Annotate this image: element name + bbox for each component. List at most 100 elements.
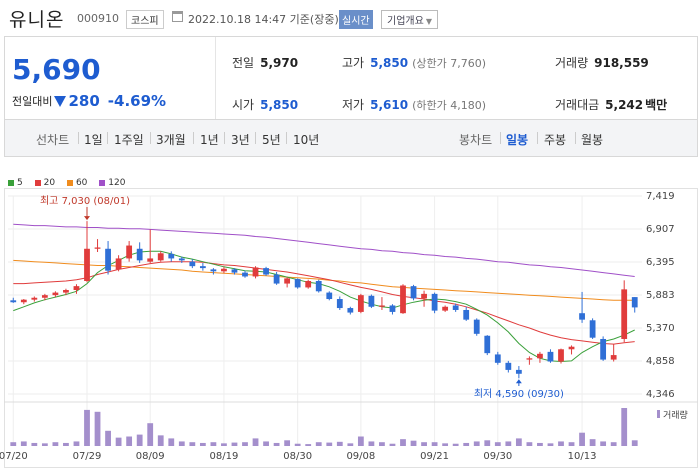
volume-bar	[284, 440, 291, 446]
candle-body	[515, 369, 522, 374]
stock-code: 000910	[77, 12, 119, 25]
volume-bar	[105, 430, 111, 446]
y-tick-label: 5,883	[646, 290, 675, 301]
volume-bar	[537, 442, 543, 446]
volume-bar	[10, 442, 17, 446]
divider	[215, 37, 216, 119]
down-triangle-icon	[54, 95, 67, 107]
x-tick-label: 08/19	[210, 451, 239, 462]
volume-bar	[336, 441, 343, 446]
volume-bar	[568, 442, 575, 446]
candle-body	[20, 299, 27, 303]
period-3y-button[interactable]: 3년	[231, 133, 250, 147]
volume-bar	[94, 411, 101, 446]
candle-body	[379, 305, 385, 307]
volume-bar	[379, 442, 385, 446]
candle-body	[10, 300, 17, 303]
candle-body	[168, 253, 175, 259]
candle-chart-button[interactable]: 봉차트	[459, 133, 493, 147]
volume-bar	[631, 440, 638, 446]
period-3m-button[interactable]: 3개월	[156, 133, 186, 147]
chart-frame	[4, 188, 698, 468]
candle-body	[41, 295, 48, 298]
current-price: 5,690	[12, 53, 101, 86]
candle-body	[126, 245, 133, 259]
volume-bar	[63, 442, 69, 446]
candle-body	[347, 308, 354, 313]
y-tick-label: 7,419	[646, 191, 675, 202]
volume-bar	[589, 439, 596, 446]
candle-body	[94, 247, 101, 249]
ma20-line	[13, 261, 635, 345]
volume-bar	[84, 409, 90, 446]
period-10y-button[interactable]: 10년	[293, 133, 320, 147]
divider	[255, 132, 256, 144]
high-annotation: 최고 7,030 (08/01)	[40, 195, 130, 207]
candle-body	[400, 285, 406, 314]
change-amount: 280	[68, 92, 100, 110]
weekly-candle-button[interactable]: 주봉	[544, 133, 567, 147]
candle-body	[484, 335, 491, 354]
candle-body	[505, 362, 512, 370]
legend-ma60: 60	[66, 178, 87, 188]
volume-bar	[20, 441, 27, 446]
x-tick-label: 07/20	[0, 451, 28, 462]
volume-bar	[473, 441, 480, 446]
volume-bar	[600, 441, 607, 446]
divider	[150, 132, 151, 144]
period-1d-button[interactable]: 1일	[84, 133, 103, 147]
candle-body	[263, 268, 269, 275]
candle-body	[368, 295, 375, 307]
market-badge: 코스피	[126, 10, 164, 29]
line-chart-button[interactable]: 선차트	[36, 133, 70, 147]
volume-bar	[315, 442, 322, 446]
period-5y-button[interactable]: 5년	[262, 133, 281, 147]
legend-swatch	[66, 179, 73, 186]
x-tick-label: 09/08	[346, 451, 375, 462]
candle-body	[357, 295, 364, 312]
y-tick-label: 4,858	[646, 356, 675, 367]
volume-bar	[452, 443, 459, 446]
divider	[286, 132, 287, 144]
period-1w-button[interactable]: 1주일	[114, 133, 144, 147]
low-annotation: 최저 4,590 (09/30)	[474, 388, 564, 400]
company-info-dropdown[interactable]: 기업개요 ▼	[381, 10, 438, 29]
period-1y-button[interactable]: 1년	[200, 133, 219, 147]
volume-bar	[505, 441, 512, 446]
candle-body	[273, 274, 280, 284]
x-tick-label: 10/13	[568, 451, 597, 462]
candle-body	[252, 267, 259, 277]
realtime-button[interactable]: 실시간	[339, 10, 373, 29]
volume-bar	[463, 442, 470, 446]
daily-candle-button[interactable]: 일봉	[506, 133, 529, 147]
volume-bar	[126, 436, 133, 446]
candle-body	[147, 258, 154, 262]
legend-swatch	[34, 179, 41, 186]
divider	[193, 132, 194, 144]
volume-bar	[526, 442, 533, 446]
divider	[78, 132, 79, 144]
candle-body	[600, 338, 607, 360]
volume-bar	[326, 442, 333, 446]
volume-bar	[189, 442, 196, 446]
divider	[107, 132, 108, 144]
x-tick-label: 09/21	[420, 451, 449, 462]
x-tick-label: 07/29	[73, 451, 102, 462]
monthly-candle-button[interactable]: 월봉	[581, 133, 604, 147]
legend-ma5: 5	[8, 178, 23, 188]
trade-amount: 거래대금 5,242 백만	[555, 98, 668, 112]
candle-body	[537, 353, 543, 359]
volume-bar	[115, 437, 122, 446]
volume-bar	[410, 440, 417, 446]
stock-name: 유니온	[9, 9, 65, 31]
chevron-down-icon: ▼	[425, 17, 432, 26]
volume-bar	[389, 443, 396, 446]
calendar-icon	[172, 11, 183, 22]
volume-bar	[178, 441, 185, 446]
volume-bar	[400, 439, 406, 446]
volume-bar	[515, 438, 522, 446]
candle-body	[157, 253, 164, 261]
candle-body	[326, 292, 333, 300]
volume-bar	[73, 441, 80, 446]
